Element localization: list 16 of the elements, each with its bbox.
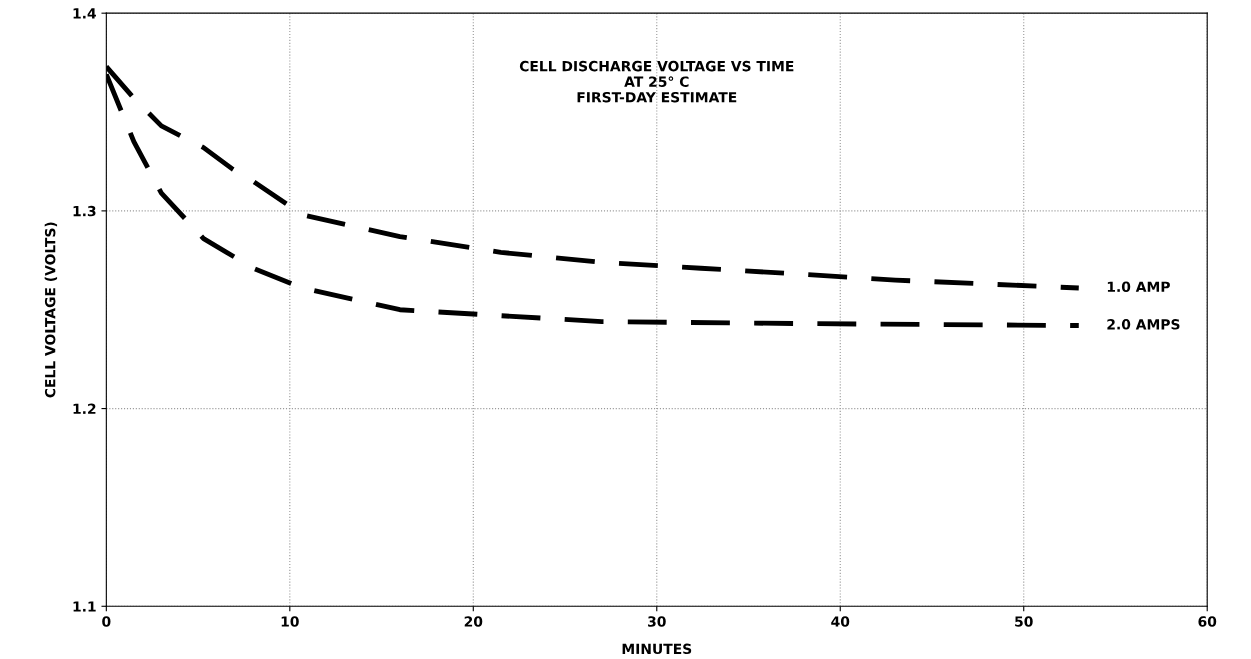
x-axis-title: MINUTES (622, 643, 692, 655)
x-tick-label: 20 (464, 616, 483, 627)
text: 2.0 AMPS (1107, 319, 1180, 330)
x-tick-label: 10 (281, 616, 299, 627)
y-tick-label: 1.4 (73, 8, 96, 19)
x-tick-label: 30 (648, 616, 666, 627)
x-tick-label: 50 (1015, 616, 1033, 627)
x-tick-label: 0 (102, 616, 111, 627)
x-tick-label: 60 (1198, 616, 1217, 627)
y-tick-label: 1.3 (73, 205, 96, 217)
y-tick-label: 1.1 (73, 601, 96, 612)
text: CELL DISCHARGE VOLTAGE VS TIME AT 25° C FIRST-DAY ESTIMATE (519, 60, 794, 103)
y-tick-label: 1.2 (73, 403, 96, 414)
text: 1.0 AMP (1107, 281, 1170, 293)
x-tick-label: 40 (831, 616, 850, 627)
y-axis-title: CELL VOLTAGE (VOLTS) (44, 222, 58, 398)
